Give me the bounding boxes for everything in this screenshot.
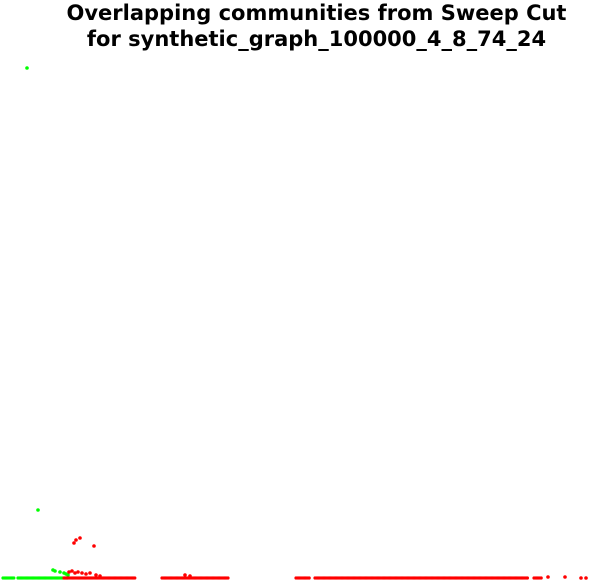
data-point bbox=[70, 569, 74, 573]
data-point bbox=[539, 576, 543, 580]
chart-title-line-2: for synthetic_graph_100000_4_8_74_24 bbox=[86, 27, 547, 51]
data-point bbox=[73, 571, 77, 575]
data-point bbox=[307, 576, 311, 580]
data-point bbox=[546, 575, 550, 579]
data-point bbox=[579, 576, 583, 580]
data-point bbox=[80, 571, 84, 575]
data-point bbox=[76, 570, 80, 574]
series-1 bbox=[62, 536, 588, 580]
data-point bbox=[183, 573, 187, 577]
data-point bbox=[525, 576, 530, 580]
data-point bbox=[67, 570, 71, 574]
data-point bbox=[72, 541, 76, 545]
data-point bbox=[12, 576, 16, 580]
series-0 bbox=[1, 66, 70, 580]
data-point bbox=[98, 574, 102, 578]
data-point bbox=[188, 574, 192, 578]
data-point bbox=[563, 575, 567, 579]
data-point bbox=[133, 576, 137, 580]
data-point bbox=[74, 538, 78, 542]
chart-title-line-1: Overlapping communities from Sweep Cut bbox=[66, 1, 567, 25]
data-point bbox=[66, 573, 70, 577]
data-point bbox=[53, 569, 57, 573]
data-point bbox=[94, 573, 98, 577]
data-point bbox=[25, 66, 29, 70]
data-point bbox=[36, 508, 40, 512]
data-point bbox=[78, 536, 82, 540]
data-point bbox=[226, 576, 230, 580]
data-point bbox=[58, 570, 62, 574]
chart-title: Overlapping communities from Sweep Cut f… bbox=[0, 0, 603, 52]
data-point bbox=[584, 576, 588, 580]
data-point bbox=[88, 571, 92, 575]
data-point bbox=[92, 544, 96, 548]
data-point bbox=[84, 572, 88, 576]
